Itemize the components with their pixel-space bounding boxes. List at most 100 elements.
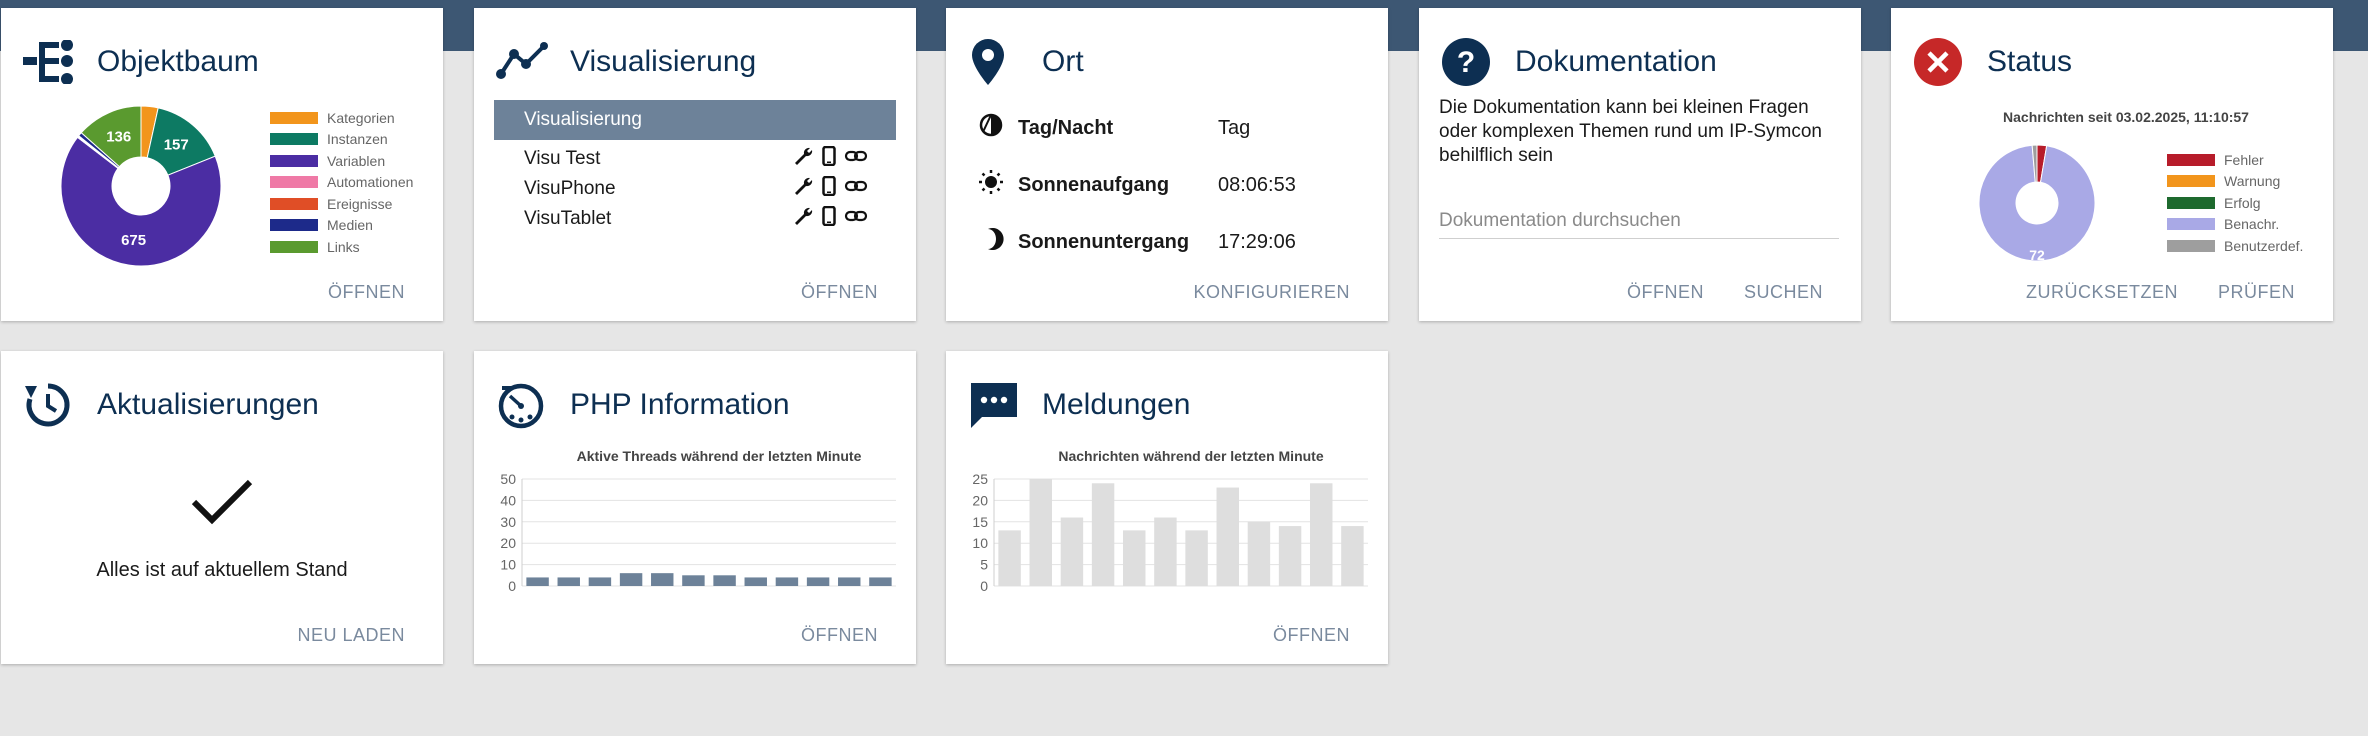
phone-icon[interactable]: [822, 145, 836, 172]
pie-slice-benutzerdef: [2031, 144, 2038, 183]
legend-item: Variablen: [270, 150, 413, 172]
pie-data-label: 675: [121, 232, 146, 249]
y-tick-label: 10: [500, 557, 516, 573]
bar: [1060, 517, 1084, 586]
y-tick-label: 15: [972, 514, 988, 530]
phone-icon[interactable]: [822, 205, 836, 232]
link-icon[interactable]: [844, 206, 868, 232]
pie-data-label: 157: [164, 136, 189, 153]
legend-label: Medien: [327, 217, 373, 234]
location-pin-icon: [968, 30, 1032, 94]
configure-button[interactable]: KONFIGURIEREN: [1193, 282, 1350, 302]
bar: [775, 577, 799, 586]
link-icon[interactable]: [844, 176, 868, 202]
card-aktualisierungen: Aktualisierungen Alles ist auf aktuellem…: [1, 351, 443, 664]
legend-swatch: [270, 240, 318, 253]
search-button[interactable]: SUCHEN: [1743, 282, 1823, 302]
ort-row-day-night: Tag/Nacht Tag: [978, 112, 1250, 144]
ort-value: 17:29:06: [1218, 230, 1296, 253]
sun-icon: [978, 169, 1004, 201]
bar: [1185, 530, 1208, 586]
legend-swatch: [2167, 153, 2215, 166]
open-button[interactable]: ÖFFNEN: [328, 282, 405, 302]
visu-list-header[interactable]: Visualisierung: [494, 100, 896, 140]
open-button[interactable]: ÖFFNEN: [1273, 625, 1350, 645]
ort-value: Tag: [1218, 116, 1251, 139]
ort-label: Sonnenaufgang: [1018, 173, 1170, 196]
day-night-icon: [978, 112, 1004, 144]
list-item[interactable]: VisuTablet: [494, 204, 896, 234]
chart-title: Aktive Threads während der letzten Minut…: [577, 448, 862, 464]
open-button[interactable]: ÖFFNEN: [1626, 282, 1704, 302]
reload-button[interactable]: NEU LADEN: [297, 625, 405, 645]
messages-chart: Nachrichten während der letzten Minute 0 5…: [972, 448, 1368, 594]
legend-item: Warnung: [2167, 171, 2303, 193]
chart-title: Nachrichten während der letzten Minute: [1058, 448, 1323, 464]
svg-text:?: ?: [1457, 46, 1475, 79]
y-tick-label: 5: [980, 557, 988, 573]
chat-bubble-icon: [968, 373, 1032, 437]
legend-item: Benachr.: [2167, 214, 2303, 236]
y-tick-label: 30: [500, 514, 516, 530]
status-legend: Fehler Warnung Erfolg Benachr. Benutzerdef.: [2167, 149, 2303, 257]
legend-label: Fehler: [2224, 151, 2264, 168]
legend-item: Fehler: [2167, 149, 2303, 171]
ort-row-sunset: Sonnenuntergang 17:29:06: [978, 226, 1296, 258]
question-circle-icon: ?: [1441, 30, 1505, 94]
error-circle-icon: [1913, 30, 1977, 94]
pie-slice-variablen: [60, 136, 222, 267]
wrench-icon[interactable]: [792, 176, 814, 202]
legend-item: Instanzen: [270, 129, 413, 151]
status-donut-chart: 72: [1978, 144, 2096, 263]
bar: [1341, 526, 1364, 586]
doc-description: Die Dokumentation kann bei kleinen Frage…: [1439, 97, 1822, 166]
pie-slice-benachr: [1978, 144, 2096, 262]
phone-icon[interactable]: [822, 175, 836, 202]
legend-swatch: [270, 197, 318, 210]
php-gauge-icon: [496, 373, 560, 437]
card-php-information: PHP Information Aktive Threads während d…: [474, 351, 916, 664]
bar: [1091, 483, 1115, 586]
bar: [682, 575, 705, 586]
open-button[interactable]: ÖFFNEN: [801, 282, 878, 302]
open-button[interactable]: ÖFFNEN: [801, 625, 878, 645]
doc-search-input[interactable]: [1439, 206, 1839, 239]
card-title: Aktualisierungen: [97, 388, 319, 421]
list-item[interactable]: Visu Test: [494, 144, 896, 174]
legend-item: Medien: [270, 215, 413, 237]
legend-label: Benachr.: [2224, 216, 2280, 233]
refresh-clock-icon: [23, 373, 87, 437]
card-meldungen: Meldungen Nachrichten während der letzte…: [946, 351, 1388, 664]
bar: [998, 530, 1021, 586]
y-tick-label: 0: [980, 578, 988, 594]
chart-line-icon: [496, 30, 560, 94]
check-button[interactable]: PRÜFEN: [2217, 282, 2295, 302]
objektbaum-legend: Kategorien Instanzen Variablen Automationen…: [270, 107, 413, 258]
card-title: Ort: [1042, 45, 1084, 78]
legend-swatch: [2167, 218, 2215, 231]
legend-label: Variablen: [327, 152, 386, 169]
legend-item: Erfolg: [2167, 192, 2303, 214]
pie-data-label: 136: [106, 128, 131, 145]
bar: [588, 577, 612, 586]
wrench-icon[interactable]: [792, 206, 814, 232]
bar: [1310, 483, 1333, 586]
visu-name: VisuPhone: [524, 178, 616, 199]
ort-label: Tag/Nacht: [1018, 116, 1114, 139]
link-icon[interactable]: [844, 146, 868, 172]
bar: [619, 573, 643, 586]
y-tick-label: 20: [500, 535, 516, 551]
legend-swatch: [270, 176, 318, 189]
list-item[interactable]: VisuPhone: [494, 174, 896, 204]
reset-button[interactable]: ZURÜCKSETZEN: [2025, 282, 2178, 302]
y-tick-label: 40: [500, 492, 516, 508]
pie-data-label: 72: [2029, 247, 2045, 263]
bar: [1247, 521, 1271, 586]
bar: [557, 577, 580, 586]
bar: [806, 577, 830, 586]
card-ort: Ort Tag/Nacht Tag Sonnenaufgang 08:06:53…: [946, 8, 1388, 321]
card-title: Meldungen: [1042, 388, 1191, 421]
wrench-icon[interactable]: [792, 146, 814, 172]
visu-list: Visualisierung Visu Test VisuPhone VisuT…: [494, 100, 896, 234]
ort-value: 08:06:53: [1218, 173, 1296, 196]
